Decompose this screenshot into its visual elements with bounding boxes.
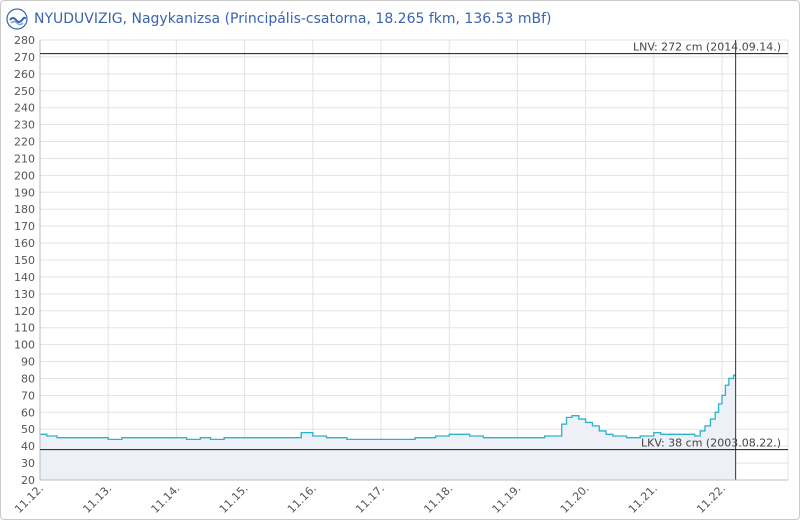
y-tick-label: 90: [21, 356, 35, 369]
y-tick-label: 70: [21, 389, 35, 402]
y-tick-label: 100: [14, 339, 35, 352]
x-tick-label: 11.12.: [12, 482, 46, 516]
x-tick-label: 11.22.: [694, 482, 728, 516]
chart-header: NYUDUVIZIG, Nagykanizsa (Principális-csa…: [6, 8, 552, 30]
y-tick-label: 280: [14, 34, 35, 47]
x-tick-label: 11.15.: [217, 482, 251, 516]
y-tick-label: 230: [14, 119, 35, 132]
y-tick-label: 110: [14, 322, 35, 335]
x-tick-label: 11.19.: [490, 482, 524, 516]
y-tick-label: 180: [14, 203, 35, 216]
y-axis-ticks: 20 30 40 50 60 70 80 90 100 110 120 130 140 150 160 170…: [14, 34, 35, 487]
y-tick-label: 30: [21, 457, 35, 470]
x-tick-label: 11.21.: [626, 482, 660, 516]
x-tick-label: 11.16.: [285, 482, 319, 516]
y-tick-label: 50: [21, 423, 35, 436]
x-tick-label: 11.18.: [421, 482, 455, 516]
y-tick-label: 190: [14, 186, 35, 199]
reference-lines: LNV: 272 cm (2014.09.14.) LKV: 38 cm (200…: [40, 41, 788, 451]
y-tick-label: 240: [14, 102, 35, 115]
series-line: [40, 374, 736, 441]
y-tick-label: 260: [14, 68, 35, 81]
y-tick-label: 80: [21, 372, 35, 385]
grid-lines: [39, 39, 789, 481]
y-tick-label: 220: [14, 136, 35, 149]
y-tick-label: 170: [14, 220, 35, 233]
y-tick-label: 160: [14, 237, 35, 250]
y-tick-label: 130: [14, 288, 35, 301]
x-tick-label: 11.17.: [353, 482, 387, 516]
reference-line-label: LKV: 38 cm (2003.08.22.): [641, 437, 781, 450]
y-tick-label: 200: [14, 169, 35, 182]
series-area-fill: [40, 375, 736, 480]
y-tick-label: 120: [14, 305, 35, 318]
y-tick-label: 270: [14, 51, 35, 64]
y-tick-label: 60: [21, 406, 35, 419]
reference-line-label: LNV: 272 cm (2014.09.14.): [633, 41, 781, 54]
x-axis-ticks: 11.12. 11.13. 11.14. 11.15. 11.16. 11.17. 11.1…: [12, 482, 728, 516]
y-tick-label: 20: [21, 474, 35, 487]
x-tick-label: 11.20.: [558, 482, 592, 516]
chart-title: NYUDUVIZIG, Nagykanizsa (Principális-csa…: [34, 11, 552, 27]
y-tick-label: 40: [21, 440, 35, 453]
y-tick-label: 250: [14, 85, 35, 98]
y-tick-label: 210: [14, 152, 35, 165]
x-tick-label: 11.14.: [149, 482, 183, 516]
y-tick-label: 150: [14, 254, 35, 267]
nyuduvizig-wave-logo-icon: [6, 8, 28, 30]
x-tick-label: 11.13.: [80, 482, 114, 516]
y-tick-label: 140: [14, 271, 35, 284]
